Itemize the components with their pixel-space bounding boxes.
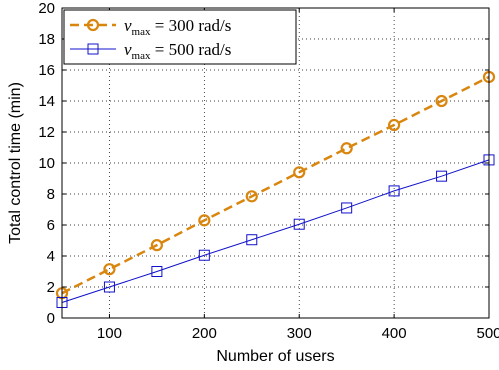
- legend-label-sub: max: [132, 50, 151, 62]
- data-point: [388, 185, 400, 197]
- y-axis-label: Total control time (min): [7, 82, 24, 244]
- data-point: [435, 94, 448, 108]
- y-tick-label: 20: [38, 0, 55, 17]
- legend-label-rest: = 300 rad/s: [151, 16, 232, 35]
- legend-entry: vmax = 300 rad/s: [70, 16, 231, 38]
- data-point: [103, 281, 115, 293]
- data-point: [103, 263, 116, 276]
- x-tick-label: 500: [476, 325, 499, 342]
- x-tick-label: 300: [287, 325, 312, 342]
- data-point: [436, 170, 448, 182]
- x-tick-label: 200: [192, 325, 217, 342]
- data-point: [341, 202, 353, 214]
- data-point: [198, 249, 210, 261]
- y-tick-label: 4: [47, 248, 55, 265]
- legend-label: vmax = 500 rad/s: [124, 40, 231, 62]
- legend-label: vmax = 300 rad/s: [124, 16, 231, 38]
- y-tick-label: 10: [38, 155, 55, 172]
- data-point: [245, 190, 258, 203]
- y-tick-label: 14: [38, 93, 55, 110]
- legend-label-sub: max: [132, 26, 151, 38]
- legend-label-var: v: [124, 16, 132, 35]
- y-tick-label: 16: [38, 62, 55, 79]
- y-tick-label: 18: [38, 31, 55, 48]
- legend-label-rest: = 500 rad/s: [151, 40, 232, 59]
- data-point: [246, 234, 258, 246]
- x-axis-label: Number of users: [216, 348, 334, 365]
- legend-label-var: v: [124, 40, 132, 59]
- data-point: [150, 239, 163, 252]
- plot-series: [55, 70, 496, 308]
- x-tick-label: 100: [97, 325, 122, 342]
- data-point: [340, 142, 353, 155]
- y-tick-label: 12: [38, 124, 55, 141]
- y-tick-label: 0: [47, 310, 55, 327]
- series-2: [56, 154, 495, 308]
- series-line: [61, 75, 490, 295]
- legend-box: [63, 9, 297, 65]
- y-tick-label: 6: [47, 217, 55, 234]
- legend-marker: [87, 43, 99, 55]
- legend-entry: vmax = 500 rad/s: [70, 40, 231, 62]
- x-tick-label: 400: [382, 325, 407, 342]
- y-tick-label: 2: [47, 279, 55, 296]
- legend-marker: [86, 18, 100, 32]
- data-point: [293, 218, 305, 230]
- axis-ticks: 100 200 300 400 500 0 2 4 6 8 10 12 14 16 18 20: [38, 0, 499, 342]
- series-1: [55, 70, 496, 300]
- data-point: [388, 118, 401, 132]
- data-point: [293, 166, 306, 179]
- series-line: [61, 159, 490, 303]
- data-point: [198, 214, 211, 227]
- y-tick-label: 8: [47, 186, 55, 203]
- data-point: [151, 266, 163, 277]
